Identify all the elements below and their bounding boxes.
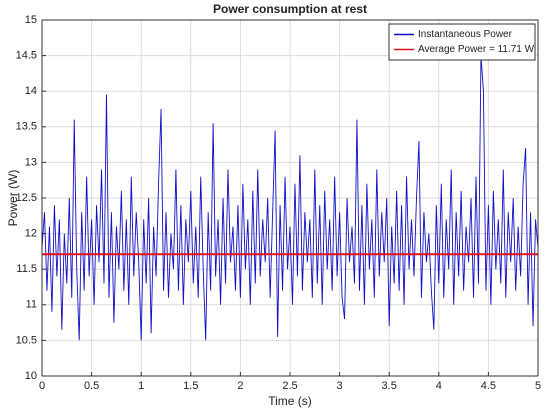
x-tick-label: 0.5 (84, 380, 99, 392)
x-axis-label: Time (s) (268, 394, 312, 408)
y-tick-label: 13.5 (16, 121, 37, 133)
y-tick-label: 11.5 (16, 263, 37, 275)
legend-label: Average Power = 11.71 W (418, 44, 535, 55)
x-tick-label: 2 (237, 380, 243, 392)
x-tick-label: 0 (39, 380, 45, 392)
y-tick-label: 14 (25, 85, 37, 97)
y-tick-label: 11 (26, 299, 37, 311)
x-tick-label: 2.5 (282, 380, 297, 392)
x-tick-label: 4 (436, 380, 442, 392)
y-axis-label: Power (W) (6, 170, 20, 227)
y-tick-label: 12.5 (16, 192, 37, 204)
x-tick-label: 1 (138, 380, 144, 392)
x-tick-label: 1.5 (183, 380, 198, 392)
x-tick-label: 4.5 (481, 380, 496, 392)
y-tick-label: 12 (25, 228, 37, 240)
x-tick-label: 3 (337, 380, 343, 392)
y-tick-label: 10 (25, 370, 37, 382)
legend-label: Instantaneous Power (418, 29, 513, 40)
chart-title: Power consumption at rest (213, 2, 367, 16)
y-tick-label: 15 (25, 14, 37, 26)
y-tick-label: 10.5 (16, 334, 37, 346)
legend-box (388, 23, 536, 61)
y-tick-label: 14.5 (16, 50, 37, 62)
x-tick-label: 3.5 (382, 380, 397, 392)
data-line (41, 55, 539, 341)
plot-frame (41, 19, 539, 377)
y-tick-label: 13 (25, 156, 37, 168)
x-tick-label: 5 (535, 380, 541, 392)
